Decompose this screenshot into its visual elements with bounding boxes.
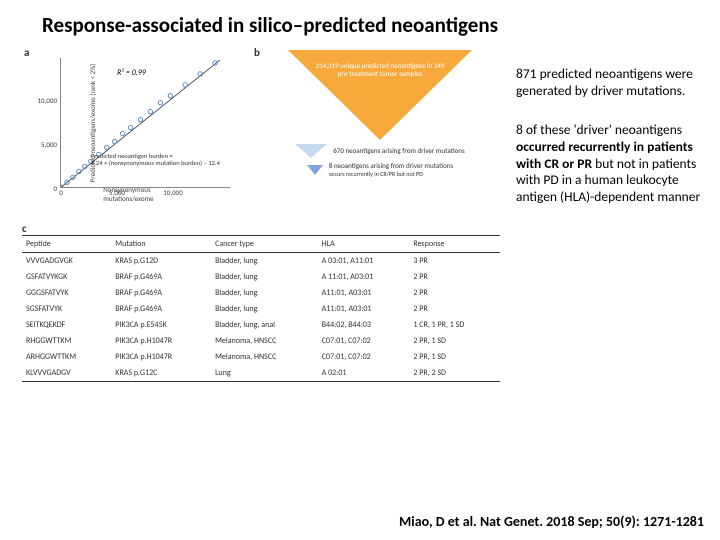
funnel-bot-shape xyxy=(307,165,323,175)
table-cell: C07:01, C07:02 xyxy=(318,333,410,349)
table-cell: C07:01, C07:02 xyxy=(318,349,410,365)
left-column: a Predicted neoantigens/exome (rank < 2%… xyxy=(22,48,508,382)
table-cell: GSFATVYKGK xyxy=(22,269,111,285)
table-cell: Bladder, lung xyxy=(211,301,318,317)
table-cell: SGSFATVYK xyxy=(22,301,111,317)
table-cell: BRAF p.G469A xyxy=(111,285,211,301)
table-header-row: PeptideMutationCancer typeHLAResponse xyxy=(22,236,500,253)
table-cell: 1 CR, 1 PR, 1 SD xyxy=(409,317,500,333)
funnel-mid: 670 neoantigens arising from driver muta… xyxy=(288,144,472,158)
table-cell: Bladder, lung xyxy=(211,253,318,270)
table-header: Peptide xyxy=(22,236,111,253)
table-row: SEITKQEKDFPIK3CA p.E545KBladder, lung, a… xyxy=(22,317,500,333)
funnel-bot: 8 neoantigens arising from driver mutati… xyxy=(288,162,472,177)
table-cell: ARHGGWTTKM xyxy=(22,349,111,365)
table-cell: B44:02, B44:03 xyxy=(318,317,410,333)
bot-text2: occurs recurrently in CR/PR but not PD xyxy=(329,170,423,178)
equation: Predicted neoantigen burden = 2.24 × (no… xyxy=(91,153,220,167)
table-cell: 2 PR, 2 SD xyxy=(409,365,500,382)
table-cell: PIK3CA p.H1047R xyxy=(111,349,211,365)
panel-a: a Predicted neoantigens/exome (rank < 2%… xyxy=(22,48,242,216)
table-cell: 2 PR, 1 SD xyxy=(409,333,500,349)
table-row: GSFATVYKGKBRAF p.G469ABladder, lungA 11:… xyxy=(22,269,500,285)
table-row: ARHGGWTTKMPIK3CA p.H1047RMelanoma, HNSCC… xyxy=(22,349,500,365)
citation: Miao, D et al. Nat Genet. 2018 Sep; 50(9… xyxy=(399,513,704,530)
table-wrap: PeptideMutationCancer typeHLAResponse VV… xyxy=(22,235,500,382)
table-cell: KLVVVGADGV xyxy=(22,365,111,382)
funnel-mid-label: 670 neoantigens arising from driver muta… xyxy=(333,147,464,155)
table-cell: Melanoma, HNSCC xyxy=(211,333,318,349)
funnel-bot-label: 8 neoantigens arising from driver mutati… xyxy=(329,162,453,177)
figure-row: a Predicted neoantigens/exome (rank < 2%… xyxy=(22,48,508,216)
table-cell: A 11:01, A03:01 xyxy=(318,269,410,285)
table-header: Mutation xyxy=(111,236,211,253)
bot-text1: 8 neoantigens arising from driver mutati… xyxy=(329,161,453,170)
xtick: 10,000 xyxy=(163,188,183,197)
ytick: 5,000 xyxy=(33,140,57,149)
table-row: VVVGADGVGKKRAS p.G12DBladder, lungA 03:0… xyxy=(22,253,500,270)
r-squared: R² = 0.99 xyxy=(117,68,146,78)
table-cell: A 03:01, A11:01 xyxy=(318,253,410,270)
ytick: 0 xyxy=(33,184,57,193)
table-row: SGSFATVYKBRAF p.G469ABladder, lungA11:01… xyxy=(22,301,500,317)
paragraph-1: 871 predicted neoantigens were generated… xyxy=(516,66,704,100)
panel-b-label: b xyxy=(254,46,260,59)
table-cell: KRAS p.G12C xyxy=(111,365,211,382)
funnel-diagram: 214,219 unique predicted neoantigens in … xyxy=(288,50,472,177)
table-cell: VVVGADGVGK xyxy=(22,253,111,270)
table-cell: PIK3CA p.H1047R xyxy=(111,333,211,349)
table-row: GGGSFATVYKBRAF p.G469ABladder, lungA11:0… xyxy=(22,285,500,301)
table-cell: PIK3CA p.E545K xyxy=(111,317,211,333)
panel-c-wrap: c PeptideMutationCancer typeHLAResponse … xyxy=(22,222,508,382)
table-body: VVVGADGVGKKRAS p.G12DBladder, lungA 03:0… xyxy=(22,253,500,382)
panel-b: b 214,219 unique predicted neoantigens i… xyxy=(252,48,508,216)
table-cell: A11:01, A03:01 xyxy=(318,301,410,317)
table-header: Cancer type xyxy=(211,236,318,253)
table-cell: RHGGWTTKM xyxy=(22,333,111,349)
xtick: 0 xyxy=(59,188,63,197)
table-cell: 3 PR xyxy=(409,253,500,270)
table-cell: A11:01, A03:01 xyxy=(318,285,410,301)
funnel-mid-shape xyxy=(295,144,327,158)
table-cell: 2 PR xyxy=(409,285,500,301)
table-cell: Bladder, lung, anal xyxy=(211,317,318,333)
table-cell: KRAS p.G12D xyxy=(111,253,211,270)
table-row: RHGGWTTKMPIK3CA p.H1047RMelanoma, HNSCCC… xyxy=(22,333,500,349)
right-column: 871 predicted neoantigens were generated… xyxy=(516,48,704,382)
xtick: 5,000 xyxy=(109,188,125,197)
slide-title: Response-associated in silico–predicted … xyxy=(0,0,720,48)
panel-a-label: a xyxy=(24,46,29,59)
ytick: 10,000 xyxy=(33,96,57,105)
table-cell: 2 PR, 1 SD xyxy=(409,349,500,365)
table-cell: Melanoma, HNSCC xyxy=(211,349,318,365)
neoantigen-table: PeptideMutationCancer typeHLAResponse VV… xyxy=(22,235,500,382)
table-cell: SEITKQEKDF xyxy=(22,317,111,333)
table-row: KLVVVGADGVKRAS p.G12CLungA 02:012 PR, 2 … xyxy=(22,365,500,382)
scatter-chart: Predicted neoantigens/exome (rank < 2%) … xyxy=(60,58,230,188)
table-cell: Lung xyxy=(211,365,318,382)
table-cell: A 02:01 xyxy=(318,365,410,382)
table-cell: 2 PR xyxy=(409,301,500,317)
main-content: a Predicted neoantigens/exome (rank < 2%… xyxy=(0,48,720,382)
table-cell: GGGSFATVYK xyxy=(22,285,111,301)
p2-part-a: 8 of these 'driver' neoantigens xyxy=(516,121,682,138)
panel-c-label: c xyxy=(22,222,508,235)
paragraph-2: 8 of these 'driver' neoantigens occurred… xyxy=(516,122,704,206)
table-cell: Bladder, lung xyxy=(211,269,318,285)
eq-line2: 2.24 × (nonsynonymous mutation burden) –… xyxy=(91,159,220,167)
table-cell: BRAF p.G469A xyxy=(111,301,211,317)
table-header: HLA xyxy=(318,236,410,253)
table-cell: 2 PR xyxy=(409,269,500,285)
table-cell: BRAF p.G469A xyxy=(111,269,211,285)
table-cell: Bladder, lung xyxy=(211,285,318,301)
funnel-top-label: 214,219 unique predicted neoantigens in … xyxy=(310,62,450,77)
table-header: Response xyxy=(409,236,500,253)
funnel-top: 214,219 unique predicted neoantigens in … xyxy=(288,50,472,140)
